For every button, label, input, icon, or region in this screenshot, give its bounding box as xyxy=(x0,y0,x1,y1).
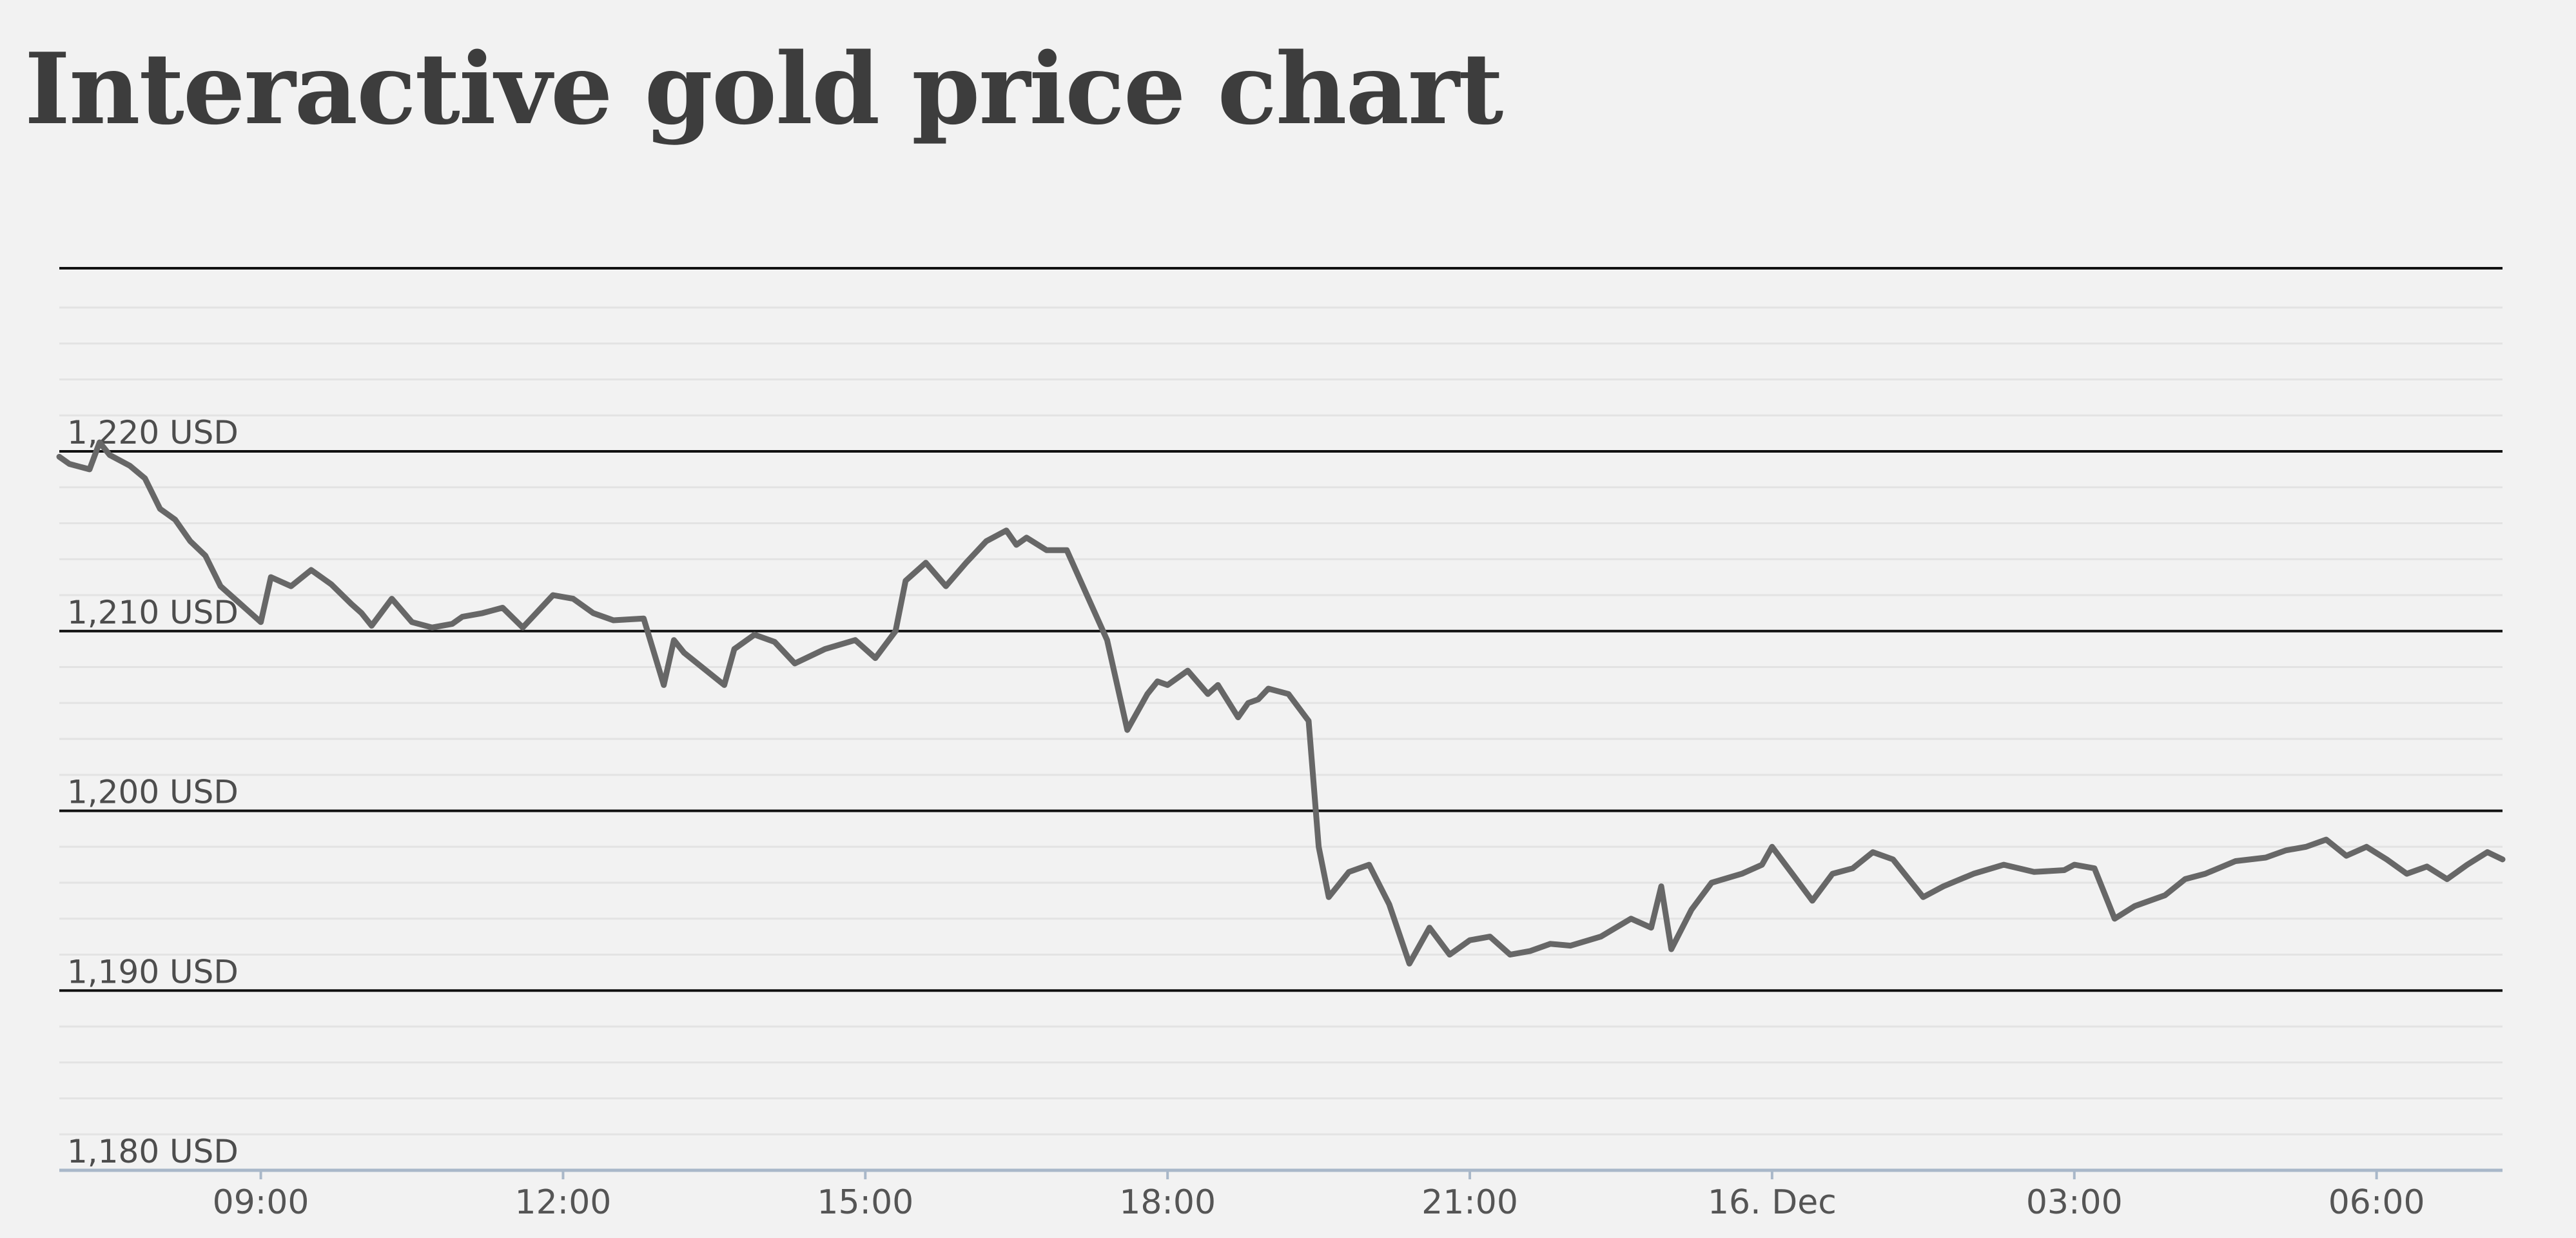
page-title: Interactive gold price chart xyxy=(24,31,1503,146)
y-tick-label: 1,220 USD xyxy=(67,414,239,451)
y-axis-labels: 1,220 USD 1,210 USD 1,200 USD 1,190 USD 1,18… xyxy=(67,414,239,1170)
x-tick-label: 03:00 xyxy=(2026,1183,2123,1222)
x-axis: 09:00 12:00 15:00 18:00 21:00 16. Dec 03:00 06:… xyxy=(59,1168,2503,1222)
y-tick-label: 1,180 USD xyxy=(67,1133,239,1170)
x-tick-label: 09:00 xyxy=(213,1183,309,1222)
x-tick-label: 12:00 xyxy=(515,1183,612,1222)
major-gridlines xyxy=(59,267,2503,992)
x-tick-label: 21:00 xyxy=(1421,1183,1518,1222)
x-tick-label: 16. Dec xyxy=(1708,1183,1837,1222)
minor-gridlines xyxy=(59,306,2503,1135)
gold-price-line[interactable] xyxy=(56,439,2506,967)
y-tick-label: 1,210 USD xyxy=(67,594,239,631)
y-tick-label: 1,200 USD xyxy=(67,774,239,811)
x-tick-label: 06:00 xyxy=(2328,1183,2425,1222)
y-tick-label: 1,190 USD xyxy=(67,953,239,990)
x-tick-label: 18:00 xyxy=(1119,1183,1216,1222)
series-group xyxy=(56,439,2506,967)
x-tick-label: 15:00 xyxy=(817,1183,913,1222)
